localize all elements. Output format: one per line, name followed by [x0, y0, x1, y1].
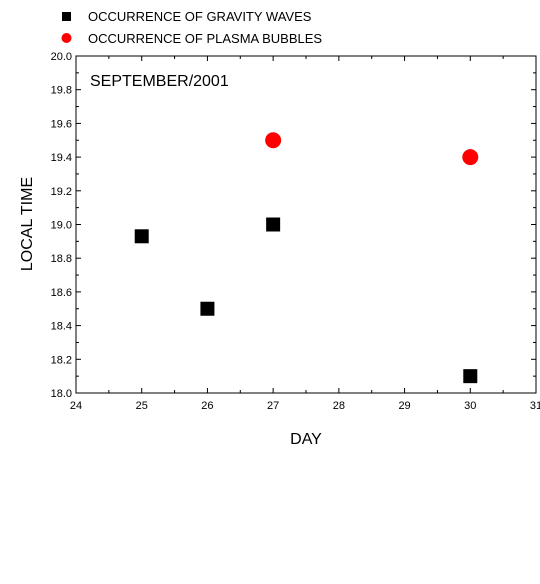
x-tick-label: 26	[201, 400, 213, 412]
gravity-wave-point	[200, 301, 215, 316]
legend-label-plasma-bubbles: OCCURRENCE OF PLASMA BUBBLES	[88, 31, 322, 46]
chart-annotation: SEPTEMBER/2001	[90, 73, 229, 90]
data-points	[134, 132, 479, 384]
plot-area-frame	[75, 55, 537, 394]
gravity-wave-point	[134, 229, 149, 244]
x-tick-label: 25	[136, 400, 148, 412]
gravity-wave-point	[266, 217, 281, 232]
y-tick-label: 18.6	[51, 287, 72, 299]
y-tick-label: 19.2	[51, 186, 72, 198]
axis-tick-labels: 24 25 26 27 28 29 30 31 18.0 18.2 18.4 18.6 18.8 19.0…	[51, 51, 540, 412]
x-tick-label: 30	[464, 400, 476, 412]
x-tick-label: 28	[333, 400, 345, 412]
gravity-wave-point	[463, 369, 478, 384]
x-axis-label: DAY	[290, 431, 322, 448]
y-tick-label: 19.4	[51, 152, 72, 164]
legend: OCCURRENCE OF GRAVITY WAVES OCCURRENCE O…	[61, 9, 322, 46]
y-tick-label: 19.6	[51, 118, 72, 130]
x-tick-label: 29	[398, 400, 410, 412]
y-tick-label: 20.0	[51, 51, 72, 63]
y-tick-label: 18.4	[51, 321, 72, 333]
y-tick-label: 19.8	[51, 85, 72, 97]
x-tick-label: 27	[267, 400, 279, 412]
y-tick-label: 19.0	[51, 220, 72, 232]
axis-ticks	[75, 55, 537, 394]
x-tick-label: 31	[530, 400, 540, 412]
legend-marker-gravity-waves	[62, 12, 71, 21]
legend-label-gravity-waves: OCCURRENCE OF GRAVITY WAVES	[88, 9, 312, 24]
plasma-bubble-point	[462, 149, 479, 166]
legend-marker-plasma-bubbles	[61, 33, 72, 43]
y-axis-label: LOCAL TIME	[19, 177, 36, 271]
y-tick-label: 18.2	[51, 354, 72, 366]
y-tick-label: 18.8	[51, 253, 72, 265]
plasma-bubble-point	[265, 132, 282, 149]
y-tick-label: 18.0	[51, 388, 72, 400]
x-tick-label: 24	[70, 400, 82, 412]
